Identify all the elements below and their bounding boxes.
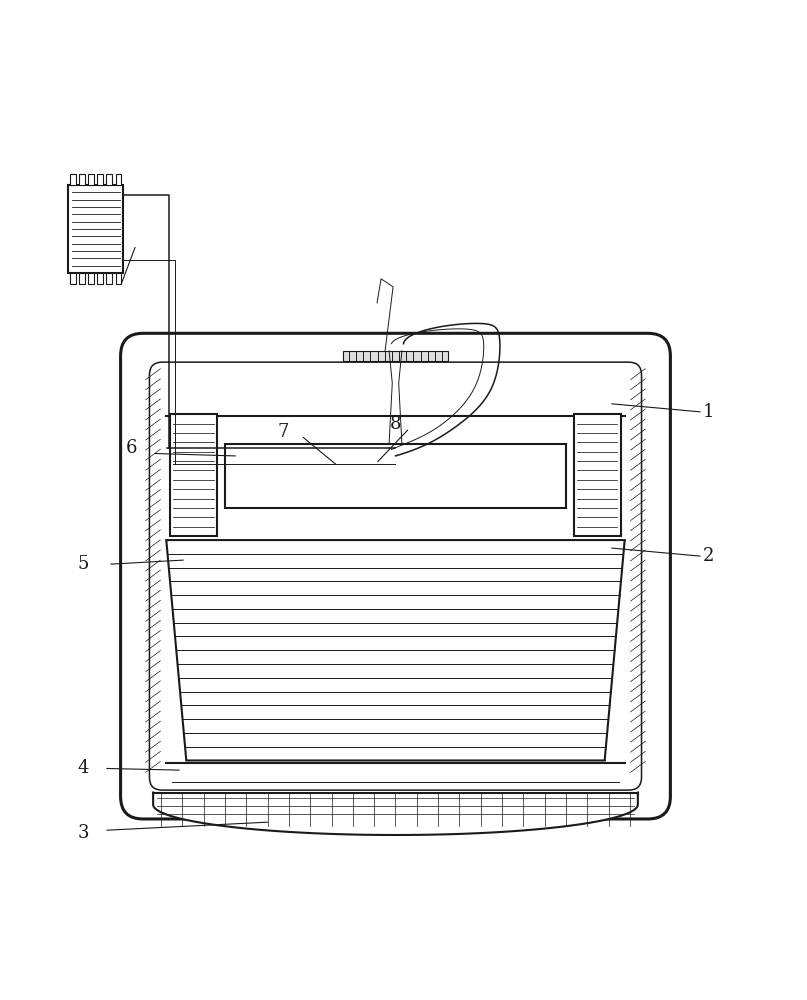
Bar [88,273,94,284]
Text: 7: 7 [278,423,289,441]
Bar [70,174,76,185]
Text: 4: 4 [77,759,89,777]
FancyBboxPatch shape [120,333,671,819]
Bar [88,174,94,185]
Text: 1: 1 [702,403,714,421]
Bar [170,414,217,536]
Bar [115,174,121,185]
Bar [575,414,621,536]
Bar [79,174,85,185]
Bar [344,351,448,361]
Text: 6: 6 [125,439,136,457]
Text: 2: 2 [702,547,713,565]
Bar [69,185,123,273]
Bar [70,273,76,284]
Polygon shape [153,793,638,835]
Bar [225,444,567,508]
Bar [79,273,85,284]
FancyBboxPatch shape [149,362,642,790]
Text: 5: 5 [77,555,89,573]
Bar [107,174,112,185]
Text: 8: 8 [390,415,401,433]
Bar [98,273,103,284]
Polygon shape [166,540,625,760]
Text: 9: 9 [109,235,121,253]
Text: 3: 3 [77,824,89,842]
Bar [98,174,103,185]
Bar [115,273,121,284]
Bar [107,273,112,284]
